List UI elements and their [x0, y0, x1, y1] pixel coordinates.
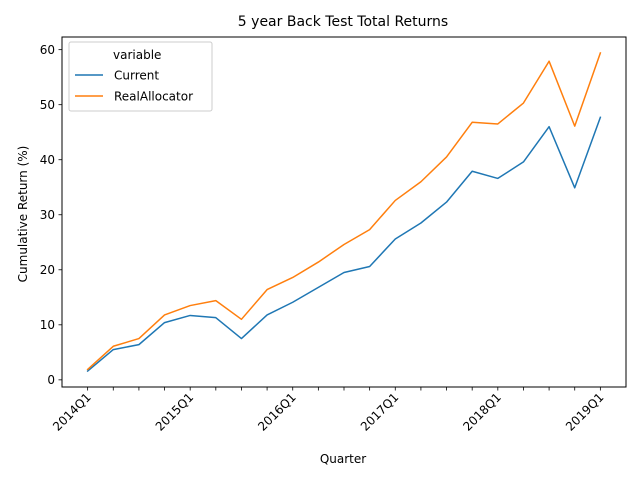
- y-tick-label: 60: [40, 43, 55, 57]
- y-tick-label: 10: [40, 318, 55, 332]
- legend: variable Current RealAllocator: [68, 41, 213, 112]
- y-tick-label: 30: [40, 208, 55, 222]
- plot-series: [86, 52, 602, 373]
- x-tick-label: 2015Q1: [153, 390, 197, 434]
- y-tick-label: 40: [40, 153, 55, 167]
- chart-title: 5 year Back Test Total Returns: [238, 14, 448, 30]
- legend-entries: Current RealAllocator: [75, 68, 193, 103]
- x-tick-label: 2014Q1: [50, 390, 94, 434]
- x-tick-label: 2019Q1: [563, 390, 607, 434]
- x-tick-label: 2016Q1: [255, 390, 299, 434]
- x-axis-label: Quarter: [320, 452, 366, 466]
- series-line-realallocator: [86, 52, 602, 371]
- legend-label-current: Current: [114, 68, 159, 82]
- y-axis-label: Cumulative Return (%): [16, 146, 30, 283]
- legend-box: [68, 41, 213, 112]
- x-tick-label: 2018Q1: [460, 390, 504, 434]
- y-tick-label: 20: [40, 263, 55, 277]
- legend-title: variable: [113, 48, 161, 62]
- series-line-current: [86, 116, 602, 373]
- y-axis: 0 10 20 30 40 50 60: [40, 43, 62, 387]
- y-tick-label: 50: [40, 98, 55, 112]
- legend-label-realallocator: RealAllocator: [114, 89, 193, 103]
- x-axis: 2014Q1 2015Q1 2016Q1 2017Q1 2018Q1 2019Q1: [50, 387, 607, 434]
- x-tick-label: 2017Q1: [358, 390, 402, 434]
- y-tick-label: 0: [47, 373, 55, 387]
